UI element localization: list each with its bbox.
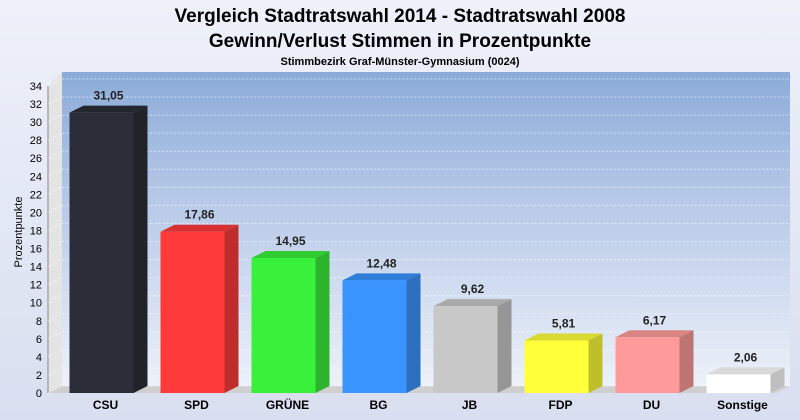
x-tick-label: FDP (549, 398, 573, 412)
grid-line (47, 277, 790, 286)
bar-front (615, 337, 680, 393)
y-tick-label: 22 (30, 189, 42, 201)
y-tick-label: 34 (30, 81, 42, 93)
y-tick-label: 24 (30, 171, 42, 183)
bar-jb: 9,62 (433, 282, 512, 393)
bar-top (615, 330, 694, 338)
bar-front (251, 258, 316, 393)
bar-side (315, 251, 330, 393)
bar-grüne: 14,95 (251, 234, 330, 393)
bar-fdp: 5,81 (524, 317, 603, 393)
grid-line (47, 222, 790, 231)
y-tick-label: 14 (30, 262, 42, 274)
bar-top (69, 105, 148, 113)
data-label: 17,86 (184, 208, 214, 222)
bar-front (433, 306, 498, 393)
data-label: 6,17 (643, 313, 667, 327)
bar-csu: 31,05 (69, 89, 148, 393)
data-label: 2,06 (734, 350, 758, 364)
x-axis-labels: CSU SPD GRÜNE BG JB FDP DU Sonstige (93, 397, 768, 412)
grid-line (47, 186, 790, 195)
chart-title-line2: Gewinn/Verlust Stimmen in Prozentpunkte (209, 31, 591, 52)
y-tick-label: 30 (30, 117, 42, 129)
grid-line (47, 132, 790, 141)
bar-du: 6,17 (615, 313, 694, 393)
x-tick-label: JB (462, 398, 478, 412)
grid-line (47, 313, 790, 322)
y-tick-label: 4 (36, 352, 42, 364)
bar-top (160, 224, 239, 232)
grid-line (47, 78, 790, 87)
data-label: 31,05 (93, 89, 123, 103)
x-tick-label: DU (643, 398, 660, 412)
y-tick-label: 16 (30, 244, 42, 256)
y-tick-label: 28 (30, 135, 42, 147)
bar-side (770, 367, 785, 393)
y-tick-label: 32 (30, 99, 42, 111)
grid-lines (47, 78, 790, 394)
y-tick-label: 6 (36, 334, 42, 346)
bar-sonstige: 2,06 (706, 350, 785, 393)
data-label: 12,48 (366, 256, 396, 270)
x-tick-label: SPD (184, 398, 209, 412)
grid-line (47, 331, 790, 340)
y-tick-label: 20 (30, 207, 42, 219)
bar-top (251, 251, 330, 259)
bar-front (342, 280, 407, 393)
x-tick-label: Sonstige (717, 398, 768, 412)
chart-title: Vergleich Stadtratswahl 2014 - Stadtrats… (175, 6, 626, 27)
x-tick-label: CSU (93, 398, 118, 412)
bar-front (69, 112, 134, 393)
plot-area (47, 72, 790, 393)
grid-line (47, 259, 790, 268)
bar-front (706, 374, 771, 393)
y-tick-label: 26 (30, 153, 42, 165)
y-tick-label: 18 (30, 225, 42, 237)
grid-line (47, 295, 790, 304)
bar-top (342, 273, 421, 281)
bar-side (133, 105, 148, 393)
bar-top (524, 333, 603, 341)
bar-front (160, 231, 225, 393)
y-axis-label: Prozentpunkte (13, 197, 25, 268)
x-tick-label: GRÜNE (266, 397, 309, 412)
data-label: 9,62 (461, 282, 485, 296)
bar-side (679, 330, 694, 393)
bar-side (224, 224, 239, 393)
plot-back-wall (62, 72, 790, 386)
data-label: 5,81 (552, 317, 576, 331)
bar-side (588, 333, 603, 393)
grid-line (47, 168, 790, 177)
y-tick-label: 2 (36, 370, 42, 382)
x-tick-label: BG (370, 398, 388, 412)
bar-front (524, 340, 589, 393)
grid-line (47, 204, 790, 213)
y-tick-label: 0 (36, 388, 42, 400)
bar-top (706, 367, 785, 375)
grid-line (47, 241, 790, 249)
grid-line (47, 150, 790, 159)
y-tick-label: 10 (30, 298, 42, 310)
bar-bg: 12,48 (342, 256, 421, 393)
bar-top (433, 299, 512, 307)
bar-side (406, 273, 421, 393)
y-tick-label: 12 (30, 280, 42, 292)
grid-line (47, 96, 790, 105)
bars: 31,05 17,86 14,95 12,48 9,62 5,81 6,17 2,06 (69, 89, 785, 393)
y-tick-label: 8 (36, 316, 42, 328)
chart-subtitle: Stimmbezirk Graf-Münster-Gymnasium (0024… (280, 56, 519, 68)
bar-spd: 17,86 (160, 208, 239, 393)
bar-side (497, 299, 512, 393)
data-label: 14,95 (275, 234, 305, 248)
plot-side-wall (48, 72, 62, 393)
grid-line (47, 114, 790, 123)
